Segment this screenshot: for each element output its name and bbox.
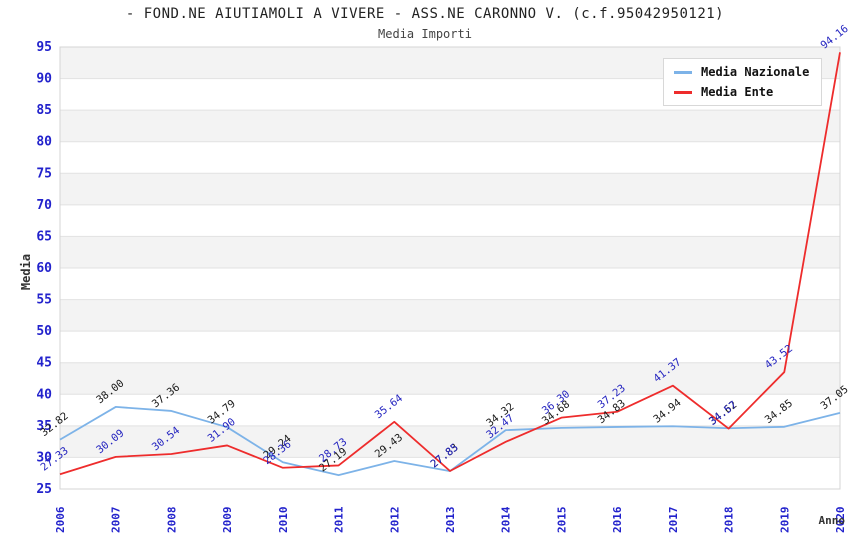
legend: Media Nazionale Media Ente xyxy=(663,58,823,106)
y-axis-tick: 85 xyxy=(36,103,52,118)
x-axis-tick: 2012 xyxy=(388,507,401,534)
legend-item-media-nazionale: Media Nazionale xyxy=(674,65,809,79)
y-axis-tick: 40 xyxy=(36,387,52,402)
legend-swatch-media-ente-icon xyxy=(674,90,692,94)
chart-title: - FOND.NE AIUTIAMOLI A VIVERE - ASS.NE C… xyxy=(125,6,725,22)
y-axis-tick: 95 xyxy=(36,40,52,55)
plot-band xyxy=(60,299,840,332)
plot-band xyxy=(60,173,840,205)
x-axis-tick: 2013 xyxy=(444,507,457,534)
y-axis-tick: 80 xyxy=(36,135,52,150)
chart-subtitle: Media Importi xyxy=(378,27,472,41)
x-axis-tick: 2011 xyxy=(333,506,346,533)
y-axis-tick: 65 xyxy=(36,229,52,244)
x-axis-tick: 2008 xyxy=(165,507,178,534)
y-axis-tick: 60 xyxy=(36,261,52,276)
point-label: 27.33 xyxy=(38,445,70,474)
y-axis-tick: 30 xyxy=(36,450,52,465)
plot-band xyxy=(60,110,840,142)
x-axis-tick: 2007 xyxy=(110,507,123,534)
plot-band xyxy=(60,362,840,395)
x-axis-tick: 2009 xyxy=(221,507,234,534)
x-axis-tick: 2019 xyxy=(778,507,791,534)
point-label: 35.64 xyxy=(373,392,405,421)
y-axis-tick: 70 xyxy=(36,198,52,213)
point-label: 34.85 xyxy=(763,397,795,426)
y-axis-tick: 55 xyxy=(36,293,52,308)
legend-label-media-nazionale: Media Nazionale xyxy=(701,65,810,79)
plot-band xyxy=(60,425,840,458)
y-axis-tick: 75 xyxy=(36,166,52,181)
x-axis-tick: 2020 xyxy=(834,507,847,534)
legend-label-media-ente: Media Ente xyxy=(701,85,774,99)
x-axis-tick: 2006 xyxy=(54,506,67,533)
x-axis-tick: 2018 xyxy=(723,507,736,534)
y-axis-tick: 50 xyxy=(36,324,52,339)
y-axis-tick: 90 xyxy=(36,72,52,87)
legend-swatch-media-nazionale-icon xyxy=(674,70,692,74)
series-line-media-ente xyxy=(59,52,841,476)
x-axis-tick: 2017 xyxy=(667,507,680,534)
x-axis-tick: 2015 xyxy=(555,507,568,534)
y-axis-tick: 35 xyxy=(36,419,52,434)
plot-band xyxy=(60,236,840,268)
x-axis-tick: 2010 xyxy=(277,507,290,534)
x-axis-tick: 2016 xyxy=(611,506,624,533)
plot-border xyxy=(59,46,841,490)
y-axis-tick: 25 xyxy=(36,482,52,497)
point-label: 34.94 xyxy=(651,397,683,426)
x-axis-tick: 2014 xyxy=(500,506,513,533)
legend-item-media-ente: Media Ente xyxy=(674,85,809,99)
y-axis-tick: 45 xyxy=(36,356,52,371)
y-axis-title: Media xyxy=(19,254,33,290)
x-axis-title: Anno xyxy=(819,514,846,527)
